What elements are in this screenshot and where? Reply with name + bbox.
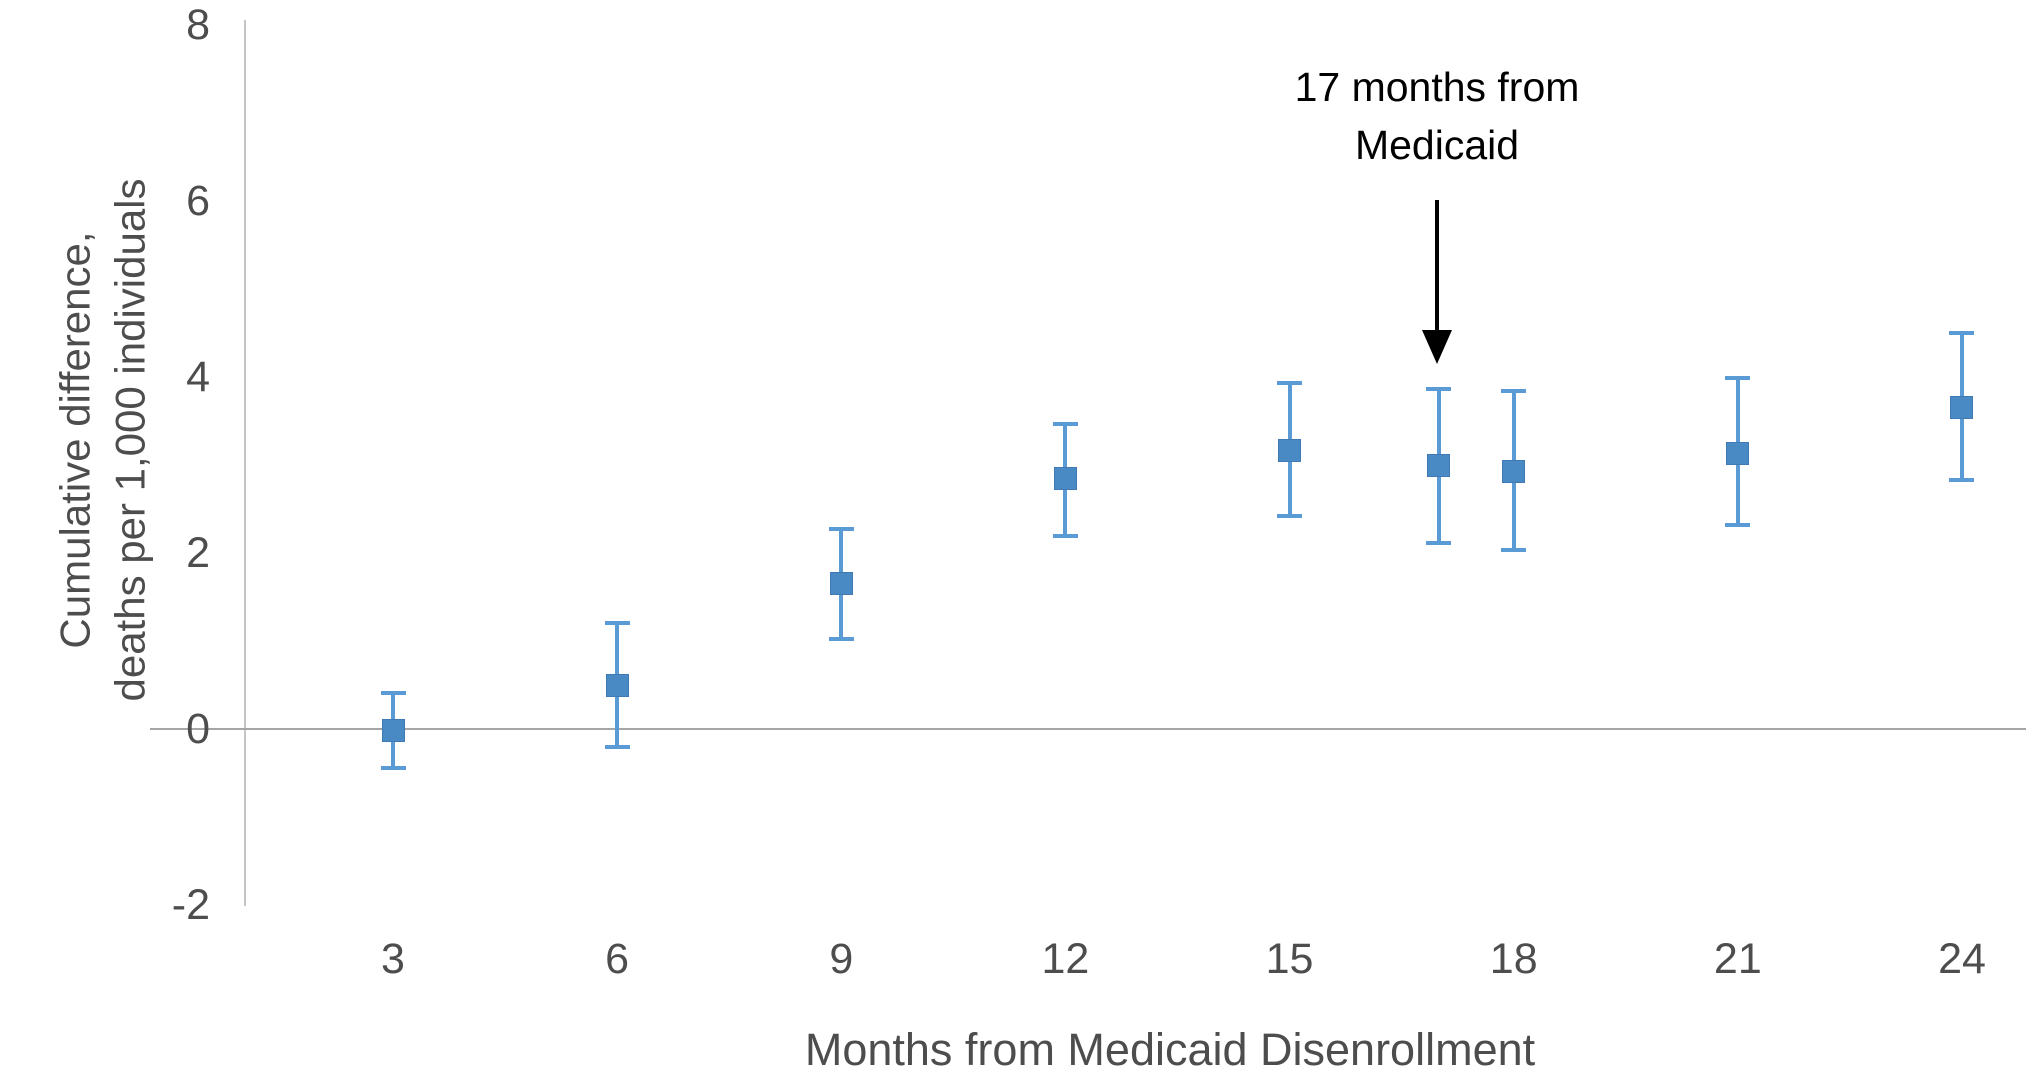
y-tick-label: 6 (186, 177, 210, 225)
error-bar-cap-bottom (1052, 534, 1078, 539)
annotation-arrow-shaft (1435, 200, 1439, 332)
y-axis-title-line1: Cumulative difference, (51, 231, 99, 649)
x-tick-label: 12 (1041, 935, 1090, 983)
data-point-marker (1726, 442, 1750, 466)
error-bar-cap-top (1725, 375, 1751, 380)
error-bar-cap-top (1501, 389, 1527, 394)
error-bar-cap-top (1426, 387, 1452, 392)
y-axis-title: Cumulative difference, deaths per 1,000 … (48, 178, 157, 701)
error-bar-cap-top (380, 690, 406, 695)
error-bar-cap-bottom (1725, 522, 1751, 527)
data-point-marker (381, 719, 405, 743)
y-axis-line (244, 20, 246, 906)
y-tick-label: 4 (186, 353, 210, 401)
annotation-arrowhead-icon (1422, 330, 1452, 364)
error-bar-cap-top (604, 621, 630, 626)
data-point-marker (1950, 396, 1974, 420)
y-tick-label: -2 (171, 881, 210, 929)
data-point-marker (1502, 459, 1526, 483)
data-point-marker (829, 572, 853, 596)
error-bar-cap-bottom (380, 765, 406, 770)
error-bar-cap-bottom (1501, 548, 1527, 553)
x-tick-label: 18 (1489, 935, 1538, 983)
x-tick-label: 15 (1265, 935, 1314, 983)
data-point-marker (1053, 466, 1077, 490)
error-bar-cap-bottom (1277, 514, 1303, 519)
data-point-marker (605, 674, 629, 698)
x-tick-label: 3 (381, 935, 405, 983)
data-point-marker (1427, 454, 1451, 478)
y-tick-label: 2 (186, 529, 210, 577)
error-bar-cap-top (1949, 331, 1975, 335)
x-tick-label: 21 (1713, 935, 1762, 983)
x-tick-label: 24 (1938, 935, 1986, 983)
error-bar-cap-bottom (1949, 477, 1975, 482)
data-point-marker (1278, 438, 1302, 462)
x-axis-title: Months from Medicaid Disenrollment (804, 1024, 1536, 1075)
y-tick-label: 0 (186, 705, 210, 753)
annotation-text: 17 months from Medicaid (1137, 58, 1737, 174)
y-axis-title-line2: deaths per 1,000 individuals (106, 178, 153, 702)
x-tick-label: 9 (829, 935, 854, 983)
annotation-line1: 17 months from (1294, 64, 1580, 110)
error-bar-cap-bottom (604, 745, 630, 750)
zero-gridline (150, 728, 2026, 730)
x-tick-label: 6 (605, 935, 630, 983)
y-tick-label: 8 (186, 1, 210, 49)
error-bar-cap-top (1052, 421, 1078, 426)
error-bar-cap-bottom (1426, 541, 1452, 546)
error-bar-cap-top (1277, 381, 1303, 386)
annotation-line2: Medicaid (1354, 122, 1520, 168)
error-bar-cap-top (828, 527, 854, 532)
error-bar-cap-bottom (828, 637, 854, 642)
